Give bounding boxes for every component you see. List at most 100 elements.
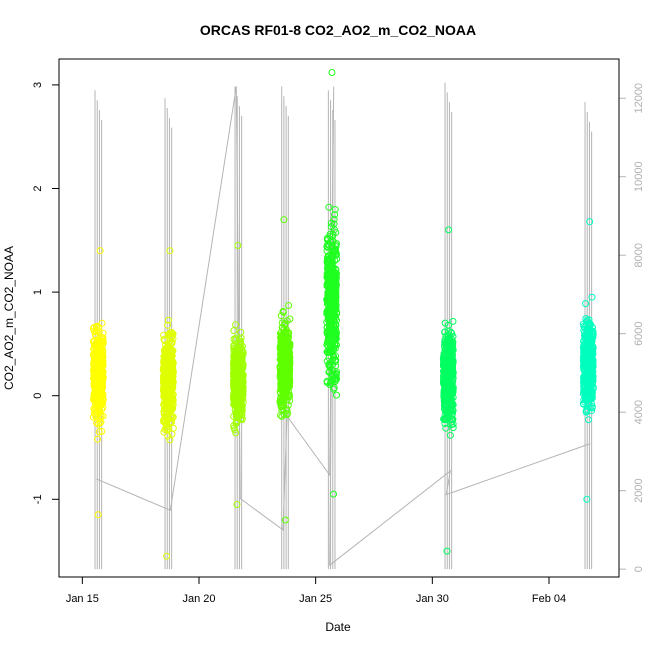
data-point — [96, 358, 104, 366]
data-point — [449, 371, 457, 379]
y2-tick-label: 12000 — [633, 83, 645, 114]
data-point — [449, 424, 457, 432]
data-point — [330, 295, 338, 303]
data-point — [327, 341, 335, 349]
data-point — [581, 390, 589, 398]
data-point — [329, 305, 337, 313]
data-point — [324, 283, 332, 291]
data-point — [326, 368, 334, 375]
data-point — [230, 365, 238, 373]
data-point — [329, 285, 337, 293]
data-point — [444, 321, 452, 329]
data-point — [280, 216, 288, 224]
data-point — [580, 350, 588, 358]
data-point — [587, 395, 595, 403]
data-point — [286, 353, 294, 361]
data-point — [166, 401, 174, 409]
y-tick-label: 3 — [32, 82, 44, 88]
data-point — [324, 342, 332, 350]
data-point — [284, 375, 292, 383]
data-point — [446, 365, 454, 373]
data-point — [161, 384, 169, 392]
data-point — [331, 248, 339, 256]
data-point — [164, 321, 172, 329]
data-point — [328, 318, 336, 325]
altitude-trace — [94, 82, 593, 570]
data-point — [161, 404, 169, 412]
data-point — [324, 256, 332, 264]
data-point — [161, 388, 169, 396]
data-point — [91, 374, 99, 382]
data-point — [277, 333, 285, 341]
x-tick-label: Jan 15 — [66, 593, 99, 605]
data-point — [327, 349, 335, 357]
series-rf03 — [229, 242, 247, 508]
data-point — [331, 206, 339, 213]
data-point — [323, 247, 331, 255]
data-point — [279, 308, 287, 315]
data-point — [585, 321, 593, 328]
data-point — [332, 269, 340, 277]
data-point — [278, 359, 286, 367]
data-point — [237, 371, 244, 379]
data-point — [326, 316, 334, 324]
data-point — [442, 392, 450, 400]
data-point — [327, 301, 335, 309]
data-point — [449, 341, 457, 349]
altitude-connecting-line — [96, 86, 591, 567]
data-point — [233, 350, 241, 358]
data-point — [277, 312, 285, 320]
data-point — [441, 372, 449, 380]
y-tick-label: -1 — [32, 494, 44, 504]
data-point — [239, 348, 247, 356]
data-point — [582, 300, 590, 308]
data-point — [239, 361, 246, 369]
data-point — [331, 312, 339, 320]
data-point — [169, 335, 177, 342]
data-point — [98, 427, 106, 435]
data-point — [234, 394, 242, 402]
data-point — [163, 426, 171, 433]
data-point — [442, 344, 450, 352]
data-point — [166, 436, 174, 444]
data-point — [448, 421, 456, 428]
data-point — [585, 363, 593, 371]
y2-tick-label: 6000 — [633, 321, 645, 345]
data-point — [163, 552, 171, 560]
data-point — [444, 352, 452, 360]
data-point — [278, 319, 286, 327]
chart-title: ORCAS RF01-8 CO2_AO2_m_CO2_NOAA — [200, 22, 476, 38]
data-point — [325, 299, 333, 307]
data-point — [325, 203, 333, 211]
y-tick-label: 0 — [32, 393, 44, 399]
data-point — [282, 363, 290, 371]
data-point — [328, 372, 336, 380]
data-point — [283, 379, 291, 387]
data-point — [95, 428, 103, 436]
data-point — [93, 419, 101, 427]
data-point — [443, 360, 451, 368]
data-point — [327, 323, 335, 331]
data-point — [585, 344, 593, 352]
data-point — [327, 269, 335, 277]
x-tick-label: Jan 25 — [299, 593, 332, 605]
data-point — [448, 360, 456, 368]
data-point — [442, 424, 450, 432]
data-point — [285, 329, 293, 337]
data-point — [332, 250, 339, 258]
data-point — [237, 411, 245, 419]
data-point — [95, 323, 103, 331]
data-point — [444, 333, 452, 341]
series-rf06 — [439, 226, 457, 555]
y2-tick-label: 2000 — [633, 478, 645, 502]
data-point — [443, 547, 451, 555]
data-point — [586, 328, 594, 336]
data-point — [329, 329, 336, 337]
series-rf01 — [89, 247, 107, 519]
data-point — [97, 349, 105, 357]
data-point — [94, 511, 102, 519]
data-point — [163, 363, 171, 371]
data-point — [328, 241, 336, 249]
data-point — [98, 319, 106, 327]
series-rf04 — [276, 216, 294, 524]
